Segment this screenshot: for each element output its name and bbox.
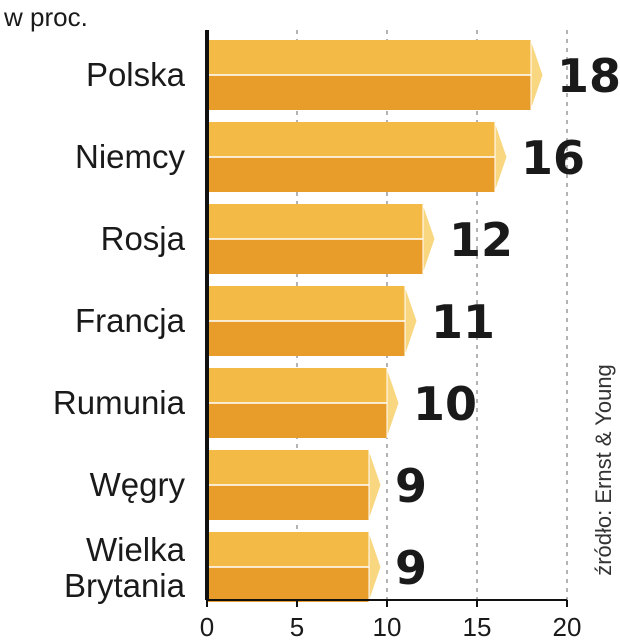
bar-bottom-face [207,157,495,192]
value-label: 9 [395,459,427,513]
bar-top-face [207,286,405,321]
bar-top-face [207,204,423,239]
category-label: Rumunia [53,384,186,421]
x-tick-label: 0 [200,612,214,640]
bar-tip [368,449,382,521]
bar-top-face [207,450,369,485]
value-label: 11 [431,295,495,349]
bar-tip [368,531,382,603]
value-label: 9 [395,541,427,595]
category-label: Polska [86,56,186,93]
category-label: Niemcy [75,138,186,175]
value-label: 18 [557,49,620,103]
x-tick-label: 20 [553,612,582,640]
bar-tip [530,39,544,111]
bar-bottom-face [207,239,423,274]
category-label: Rosja [101,220,186,257]
value-label: 16 [521,131,585,185]
bar-top-face [207,40,531,75]
category-label: Wielka [86,531,186,568]
bar-bottom-face [207,485,369,520]
bar-tip [386,367,400,439]
bar-bottom-face [207,321,405,356]
bar-tip [404,285,418,357]
bar-bottom-face [207,75,531,110]
bar-bottom-face [207,567,369,602]
x-tick-label: 15 [463,612,492,640]
value-label: 10 [413,377,477,431]
category-label: Brytania [64,567,186,604]
value-label: 12 [449,213,513,267]
x-tick-label: 10 [373,612,402,640]
bar-top-face [207,532,369,567]
source-note: źródło: Ernst & Young [591,364,616,576]
bar-tip [422,203,436,275]
unit-label: w proc. [4,2,88,32]
x-tick-label: 5 [290,612,304,640]
bar-tip [494,121,508,193]
category-label: Francja [75,302,186,339]
bar-top-face [207,122,495,157]
bar-bottom-face [207,403,387,438]
bar-top-face [207,368,387,403]
category-label: Węgry [90,466,186,503]
